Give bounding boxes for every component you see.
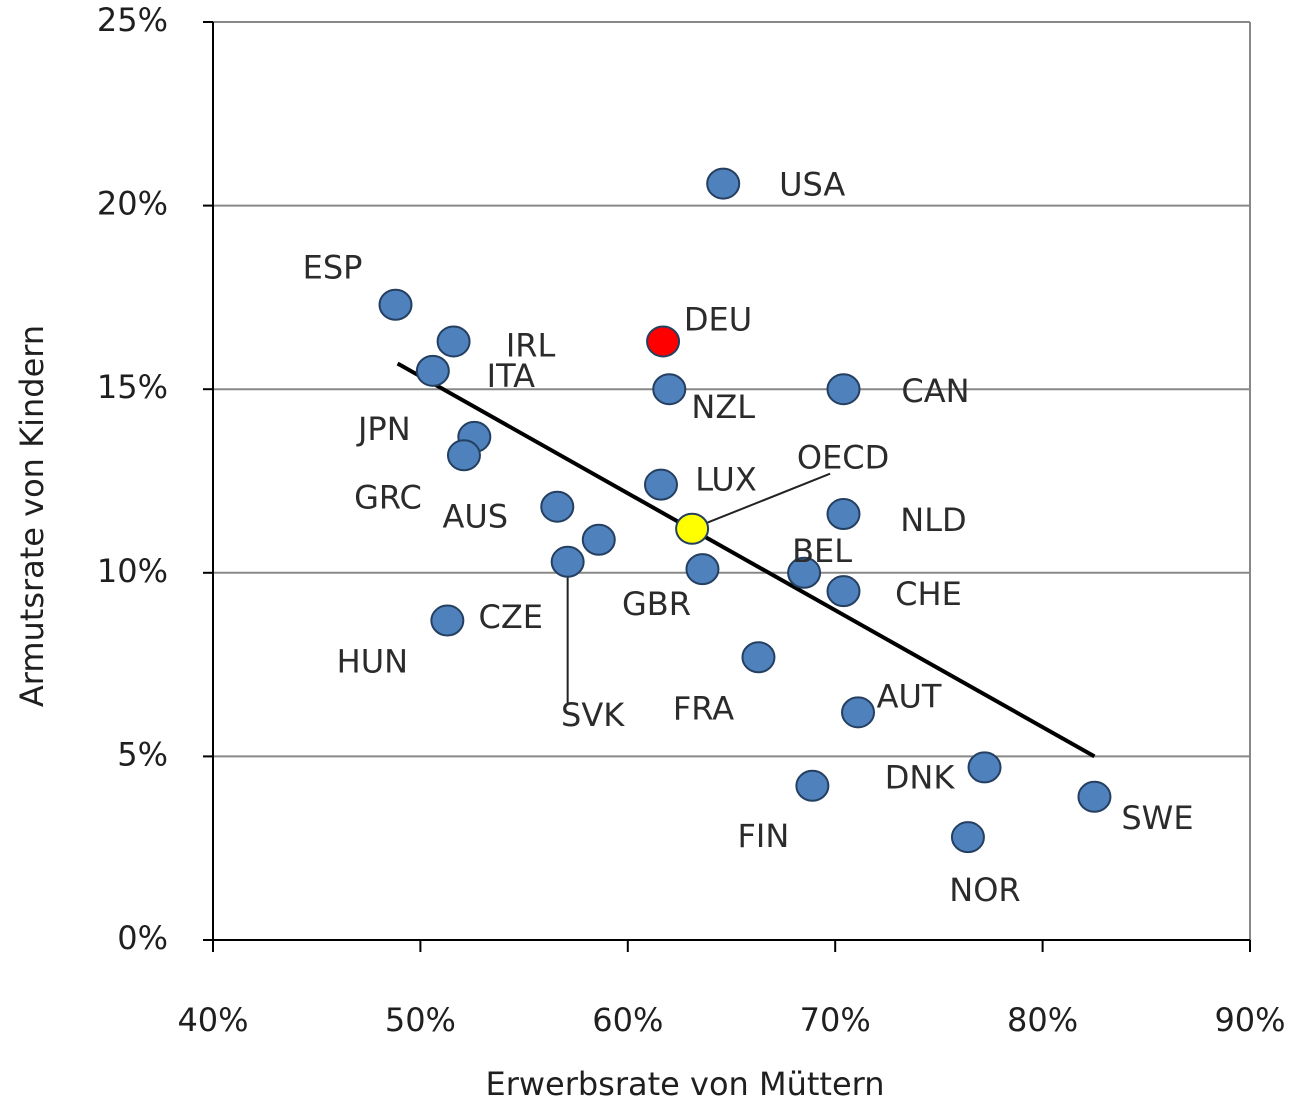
- point-label: CHE: [895, 575, 962, 613]
- point: [841, 696, 876, 729]
- leader-line: [691, 472, 831, 530]
- point-label: BEL: [792, 532, 852, 570]
- point: [581, 523, 616, 556]
- point-label: NZL: [691, 388, 755, 426]
- point-label: LUX: [695, 461, 757, 499]
- point: [436, 325, 471, 358]
- y-axis-label: Armutsrate von Kindern: [13, 325, 51, 707]
- point: [446, 439, 481, 472]
- x-axis-label: Erwerbsrate von Müttern: [485, 1065, 884, 1103]
- point: [675, 512, 710, 545]
- point-label: IRL: [506, 326, 556, 364]
- point-label: DEU: [684, 300, 752, 338]
- x-tick-label: 40%: [177, 1001, 248, 1039]
- x-tick-label: 80%: [1007, 1001, 1078, 1039]
- point: [685, 553, 720, 586]
- point-label: ITA: [487, 357, 536, 395]
- point-label: CZE: [479, 598, 543, 636]
- x-tick-label: 90%: [1214, 1001, 1285, 1039]
- point-label: FIN: [737, 817, 789, 855]
- point-label: GRC: [354, 478, 422, 516]
- point: [378, 288, 413, 321]
- x-tick-label: 60%: [592, 1001, 663, 1039]
- point: [950, 821, 985, 854]
- point: [1077, 780, 1112, 813]
- y-tick-label: 10%: [97, 552, 168, 590]
- point: [787, 556, 822, 589]
- point-label: DNK: [885, 758, 956, 796]
- point-label: AUT: [877, 677, 942, 715]
- point: [430, 604, 465, 637]
- point: [550, 545, 585, 578]
- y-tick-label: 0%: [117, 919, 168, 957]
- point-label: NLD: [900, 501, 966, 539]
- x-tick-label: 50%: [385, 1001, 456, 1039]
- point-label: ESP: [303, 249, 363, 287]
- point: [741, 641, 776, 674]
- point-label: SWE: [1121, 799, 1193, 837]
- point: [643, 468, 678, 501]
- point-label: HUN: [337, 643, 408, 681]
- point-label: GBR: [622, 585, 691, 623]
- point: [826, 373, 861, 406]
- point-label: AUS: [442, 498, 508, 536]
- point-label: SVK: [561, 696, 625, 734]
- trend-line: [396, 361, 1096, 759]
- point-label: NOR: [949, 871, 1020, 909]
- point: [826, 575, 861, 608]
- point: [646, 325, 681, 358]
- y-tick-label: 15%: [97, 368, 168, 406]
- point-label: FRA: [673, 689, 734, 727]
- y-tick-label: 5%: [117, 735, 168, 773]
- point-label: JPN: [356, 410, 411, 448]
- point: [706, 167, 741, 200]
- point: [967, 751, 1002, 784]
- point: [795, 769, 830, 802]
- point-label: OECD: [797, 439, 889, 477]
- point: [415, 354, 450, 387]
- point-label: CAN: [901, 372, 969, 410]
- x-tick-label: 70%: [800, 1001, 871, 1039]
- y-tick-label: 20%: [97, 185, 168, 223]
- y-tick-label: 25%: [97, 1, 168, 39]
- point-label: USA: [779, 166, 845, 204]
- point: [826, 498, 861, 531]
- point: [540, 490, 575, 523]
- point: [652, 373, 687, 406]
